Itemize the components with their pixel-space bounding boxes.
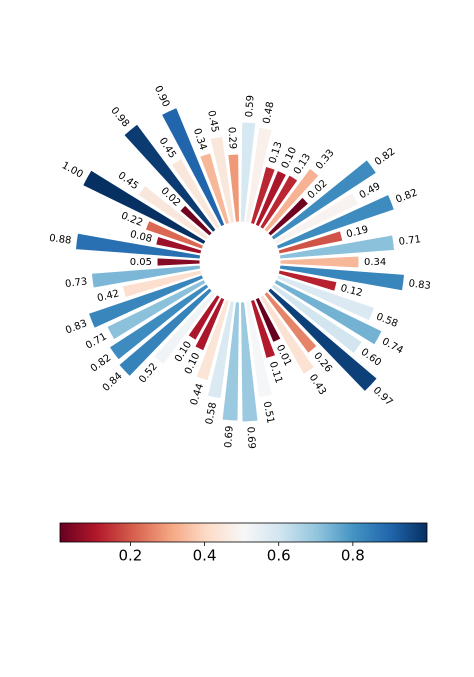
value-label: 0.82 xyxy=(394,187,419,205)
bar xyxy=(156,257,201,267)
bar xyxy=(267,196,310,237)
value-label: 0.43 xyxy=(307,372,328,397)
bar xyxy=(227,153,241,223)
value-label: 0.69 xyxy=(244,426,256,449)
bar xyxy=(179,204,213,237)
bar xyxy=(209,135,236,224)
value-label: 0.08 xyxy=(129,229,153,245)
value-label: 0.45 xyxy=(205,110,220,134)
value-label: 0.29 xyxy=(226,127,238,150)
bar xyxy=(199,152,231,226)
value-label: 0.90 xyxy=(152,84,171,109)
value-label: 0.51 xyxy=(261,401,276,425)
value-label: 0.88 xyxy=(48,233,71,247)
value-label: 0.12 xyxy=(339,283,363,299)
value-label: 0.48 xyxy=(262,101,277,125)
value-label: 0.71 xyxy=(398,234,421,248)
value-label: 0.74 xyxy=(380,336,405,356)
bar xyxy=(160,106,226,228)
colorbar-tick-label: 0.6 xyxy=(267,547,291,565)
colorbar-tick-label: 0.8 xyxy=(341,547,365,565)
colorbar-tick-label: 0.4 xyxy=(193,547,217,565)
bar xyxy=(152,290,217,366)
bar xyxy=(279,255,360,269)
bar xyxy=(87,274,205,329)
value-label: 0.34 xyxy=(364,257,386,268)
colorbar-tick-label: 0.2 xyxy=(119,547,143,565)
bar xyxy=(259,174,299,231)
bar xyxy=(221,301,241,422)
bar xyxy=(254,169,288,228)
colorbar xyxy=(59,522,428,543)
value-label: 0.49 xyxy=(358,181,383,201)
bar xyxy=(144,219,205,250)
value-label: 0.82 xyxy=(373,146,397,168)
value-label: 0.59 xyxy=(244,95,256,118)
bar xyxy=(187,293,221,341)
value-label: 0.83 xyxy=(408,278,431,292)
value-label: 0.42 xyxy=(96,288,120,304)
bar xyxy=(170,157,221,231)
bar xyxy=(206,300,236,400)
value-label: 0.58 xyxy=(204,402,219,426)
value-label: 0.69 xyxy=(223,425,235,448)
bar xyxy=(278,264,406,292)
bar xyxy=(259,293,316,375)
bar xyxy=(244,126,273,224)
bar xyxy=(74,232,202,260)
bar xyxy=(249,165,276,226)
bar xyxy=(263,167,320,234)
value-label: 0.82 xyxy=(89,353,113,375)
bar xyxy=(270,283,363,355)
value-label: 0.84 xyxy=(101,371,125,394)
bar xyxy=(277,269,338,293)
value-label: 0.44 xyxy=(189,382,206,407)
value-label: 0.05 xyxy=(130,257,152,268)
bar xyxy=(254,296,282,344)
bar xyxy=(194,296,226,352)
bar xyxy=(273,278,383,346)
value-label: 0.97 xyxy=(371,385,395,408)
bar xyxy=(277,230,344,255)
value-label: 0.71 xyxy=(84,331,109,351)
bar xyxy=(239,301,259,423)
bar xyxy=(249,298,277,360)
bar xyxy=(81,169,207,246)
bar xyxy=(106,278,207,341)
bar xyxy=(90,264,202,289)
value-label: 0.33 xyxy=(314,148,337,172)
bar xyxy=(195,298,231,382)
bar xyxy=(275,193,396,250)
value-label: 0.83 xyxy=(64,318,89,336)
bar xyxy=(263,290,318,355)
bar xyxy=(118,287,213,378)
bar xyxy=(278,234,396,260)
value-label: 0.98 xyxy=(108,105,131,129)
bar xyxy=(275,274,376,322)
bar xyxy=(121,269,203,299)
value-label: 1.00 xyxy=(60,160,85,180)
value-label: 0.19 xyxy=(345,224,369,240)
bar xyxy=(273,191,360,246)
value-label: 0.58 xyxy=(374,311,399,329)
bar xyxy=(267,287,378,393)
bar xyxy=(244,300,274,399)
bar xyxy=(155,235,203,255)
bar xyxy=(239,121,257,223)
bar xyxy=(270,158,378,241)
bar xyxy=(108,283,210,361)
bar xyxy=(123,123,217,234)
value-label: 0.73 xyxy=(64,276,87,290)
bar xyxy=(137,184,210,241)
